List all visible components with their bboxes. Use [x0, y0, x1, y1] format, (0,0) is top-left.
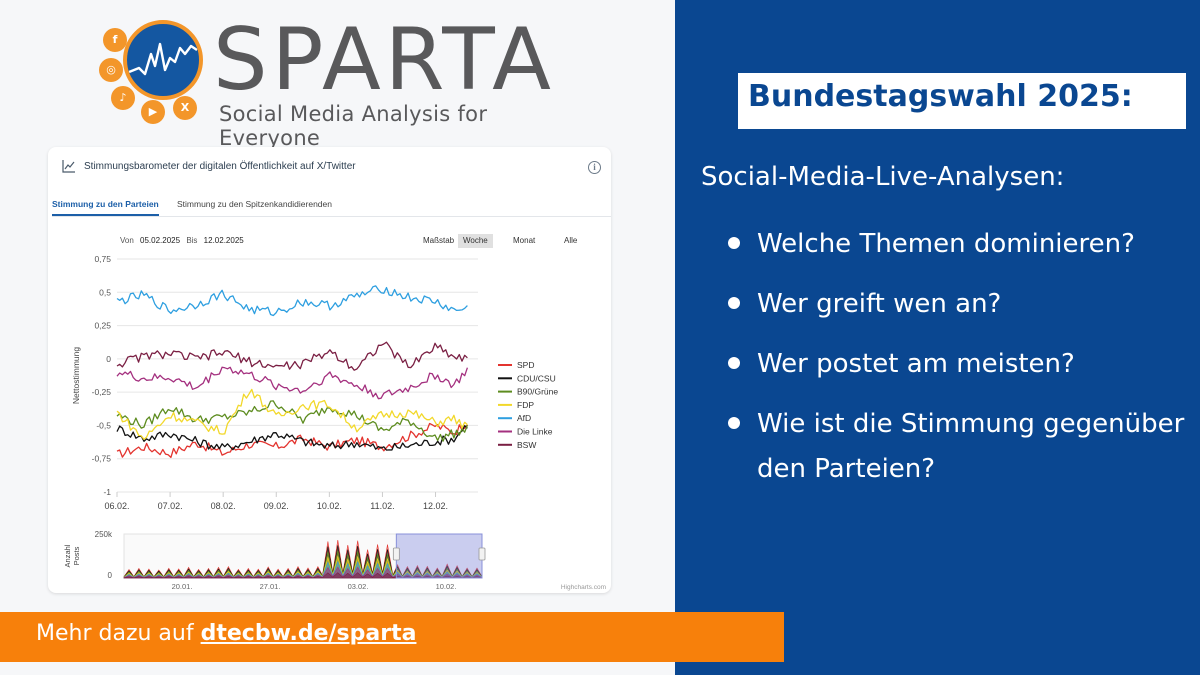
bullet-icon [728, 297, 740, 309]
sentiment-chart: 0,75 0,5 0,25 0 -0,25 -0,5 -0,75 -1 06.02. 07.02.… [63, 254, 606, 591]
y-tick-label: -0,25 [92, 387, 112, 397]
x-tick-label: 12.02. [423, 501, 448, 511]
cta-banner: Mehr dazu auf dtecbw.de/sparta [0, 612, 784, 662]
bullet-icon [728, 357, 740, 369]
card-title: Stimmungsbarometer der digitalen Öffentl… [84, 161, 356, 172]
y-tick-label: 0,25 [94, 321, 111, 331]
tab-parteien[interactable]: Stimmung zu den Parteien [52, 199, 159, 216]
y-tick-label: 0,5 [99, 287, 111, 297]
card-header: Stimmungsbarometer der digitalen Öffentl… [62, 159, 601, 179]
sparta-link[interactable]: dtecbw.de/sparta [200, 621, 417, 646]
legend-item[interactable]: CDU/CSU [517, 373, 556, 383]
x-tick-label: 10.02. [317, 501, 342, 511]
x-tick-label: 06.02. [104, 501, 129, 511]
headline: Bundestagswahl 2025: [748, 79, 1133, 114]
tiktok-icon: ♪ [111, 86, 135, 110]
x-tick-label: 09.02. [264, 501, 289, 511]
from-label: Von [120, 236, 134, 245]
legend-item[interactable]: AfD [517, 413, 531, 423]
scale-label: Maßstab [423, 236, 455, 245]
date-range: Von 05.02.2025 Bis 12.02.2025 [120, 236, 248, 245]
headline-box: Bundestagswahl 2025: [738, 73, 1186, 129]
sparta-logo: f ◎ ♪ ▶ X SPARTA Social Media Analysis f… [95, 10, 575, 150]
from-date-input[interactable]: 05.02.2025 [140, 236, 181, 245]
subheadline: Social-Media-Live-Analysen: [701, 162, 1065, 192]
facebook-icon: f [103, 28, 127, 52]
dashboard-card: Stimmungsbarometer der digitalen Öffentl… [48, 147, 611, 593]
legend-item[interactable]: SPD [517, 360, 534, 370]
legend-item[interactable]: Die Linke [517, 427, 553, 437]
to-date-input[interactable]: 12.02.2025 [203, 236, 244, 245]
legend-item[interactable]: FDP [517, 400, 534, 410]
x-tick-label: 11.02. [370, 501, 394, 511]
scale-selector: Maßstab Woche Monat Alle [418, 234, 593, 248]
series-line-die-linke [116, 366, 469, 400]
navigator-selection[interactable] [395, 533, 483, 579]
to-label: Bis [186, 236, 198, 245]
y-tick-label: -0,5 [96, 420, 111, 430]
navigator-handle[interactable] [478, 547, 486, 561]
y-tick-label: -0,75 [92, 454, 112, 464]
navigator-y-label: Posts [72, 546, 81, 565]
info-icon[interactable]: i [588, 161, 601, 174]
logo-pulse-icon [123, 20, 203, 100]
y-tick-label: 0 [106, 354, 111, 364]
list-item: Wie ist die Stimmung gegenüber den Parte… [728, 402, 1188, 492]
series-line-afd [116, 285, 468, 317]
navigator-y-tick: 0 [108, 571, 113, 580]
navigator-area [123, 572, 483, 579]
series-line-cdu-csu [116, 425, 468, 451]
scale-monat-button[interactable]: Monat [513, 236, 536, 245]
list-item: Wer postet am meisten? [728, 342, 1188, 387]
logo-tagline: Social Media Analysis for Everyone [219, 102, 488, 150]
question-list: Welche Themen dominieren? Wer greift wen… [728, 222, 1188, 507]
instagram-icon: ◎ [99, 58, 123, 82]
youtube-icon: ▶ [141, 100, 165, 124]
navigator-x-tick-label: 10.02. [436, 582, 457, 591]
legend-item[interactable]: BSW [517, 440, 536, 450]
navigator-handle[interactable] [392, 547, 400, 561]
x-icon: X [173, 96, 197, 120]
legend-item[interactable]: B90/Grüne [517, 387, 558, 397]
y-axis-label: Nettostimmung [71, 347, 81, 404]
list-item: Wer greift wen an? [728, 282, 1188, 327]
navigator-x-tick-label: 03.02. [348, 582, 369, 591]
y-tick-label: 0,75 [94, 254, 111, 264]
navigator-x-tick-label: 20.01. [172, 582, 193, 591]
series-line-spd [116, 422, 468, 459]
series-line-fdp [116, 388, 468, 441]
tab-bar: Stimmung zu den Parteien Stimmung zu den… [52, 199, 611, 217]
bullet-icon [728, 417, 740, 429]
list-item: Welche Themen dominieren? [728, 222, 1188, 267]
scale-alle-button[interactable]: Alle [564, 236, 578, 245]
tab-spitzenkandidierende[interactable]: Stimmung zu den Spitzenkandidierenden [177, 199, 332, 209]
highcharts-credit[interactable]: Highcharts.com [561, 584, 606, 591]
navigator-y-label: Anzahl [63, 544, 72, 567]
x-tick-label: 07.02. [158, 501, 183, 511]
chart-line-icon [62, 160, 75, 173]
series-line-b90-gr-ne [116, 400, 469, 442]
y-tick-label: -1 [103, 487, 111, 497]
logo-wordmark: SPARTA [213, 10, 555, 110]
navigator-y-tick: 250k [95, 530, 113, 539]
series-line-bsw [116, 341, 468, 371]
bullet-icon [728, 237, 740, 249]
x-tick-label: 08.02. [211, 501, 236, 511]
scale-woche-button[interactable]: Woche [458, 234, 493, 248]
navigator-x-tick-label: 27.01. [260, 582, 281, 591]
banner-text: Mehr dazu auf dtecbw.de/sparta [36, 621, 417, 646]
